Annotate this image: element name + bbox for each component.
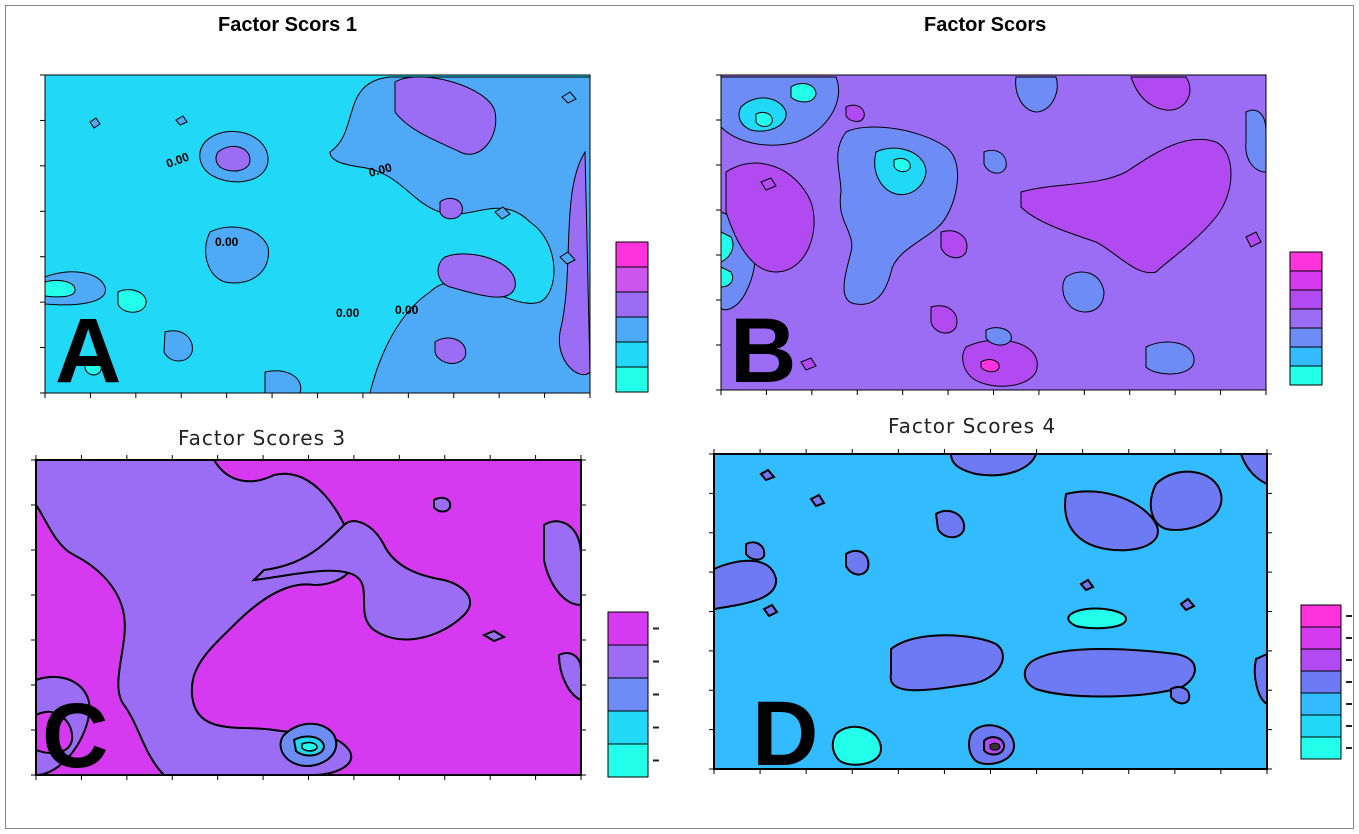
legend-swatch: [1289, 289, 1323, 310]
legend-swatch: [1300, 626, 1342, 650]
panel-a-title: Factor Scors 1: [218, 14, 357, 36]
legend-tick: [1346, 681, 1352, 683]
legend-swatch: [615, 266, 649, 293]
legend-swatch: [607, 710, 649, 745]
legend-swatch: [1289, 346, 1323, 367]
panel-c-title: Factor Scores 3: [178, 426, 347, 450]
panel-b-ticks: [716, 74, 1267, 395]
legend-tick: [653, 660, 659, 663]
legend-tick: [653, 693, 659, 696]
contour-label: 0.00: [395, 303, 419, 317]
panel-d-map: [709, 449, 1272, 774]
figure-frame: [5, 5, 1354, 829]
panel-a-letter: A: [55, 300, 122, 402]
panel-c-letter: C: [42, 685, 109, 787]
legend-tick: [1346, 637, 1352, 639]
panel-b-letter: B: [730, 300, 797, 402]
legend-swatch: [1300, 714, 1342, 738]
panel-d-letter: D: [752, 683, 819, 785]
panel-a-map: 0.00 0.00 0.00 0.00 0.00: [40, 74, 591, 398]
legend-swatch: [607, 677, 649, 712]
panel-b-legend: [1289, 251, 1323, 386]
legend-tick: [1346, 703, 1352, 705]
panel-d-legend: [1300, 604, 1352, 760]
legend-tick: [1346, 747, 1352, 749]
legend-swatch: [1300, 648, 1342, 672]
panel-c-legend: [607, 611, 659, 778]
panel-c-map: [31, 455, 586, 780]
contour-label: 0.00: [336, 306, 360, 320]
legend-swatch: [615, 291, 649, 318]
legend-swatch: [615, 366, 649, 393]
legend-tick: [653, 759, 659, 762]
legend-tick: [1346, 659, 1352, 661]
legend-swatch: [1300, 692, 1342, 716]
legend-swatch: [1289, 327, 1323, 348]
legend-tick: [1346, 725, 1352, 727]
panel-b-map: [716, 74, 1267, 395]
legend-tick: [1346, 615, 1352, 617]
panel-a-ticks: [40, 74, 591, 398]
legend-swatch: [615, 241, 649, 268]
legend-swatch: [1289, 365, 1323, 386]
legend-swatch: [1289, 251, 1323, 272]
panel-d-ticks: [709, 449, 1272, 774]
legend-swatch: [607, 611, 649, 646]
panel-c-ticks: [31, 455, 586, 780]
legend-swatch: [615, 341, 649, 368]
legend-tick: [653, 627, 659, 630]
panel-a-legend: [615, 241, 649, 393]
panel-d-title: Factor Scores 4: [888, 414, 1057, 438]
panel-b-title: Factor Scors: [924, 14, 1047, 36]
legend-tick: [653, 726, 659, 729]
legend-swatch: [1289, 308, 1323, 329]
legend-swatch: [1300, 604, 1342, 628]
contour-label: 0.00: [215, 235, 239, 249]
legend-swatch: [1300, 736, 1342, 760]
contour-label: 0.00: [367, 160, 393, 180]
legend-swatch: [615, 316, 649, 343]
legend-swatch: [607, 743, 649, 778]
legend-swatch: [1300, 670, 1342, 694]
legend-swatch: [1289, 270, 1323, 291]
legend-swatch: [607, 644, 649, 679]
